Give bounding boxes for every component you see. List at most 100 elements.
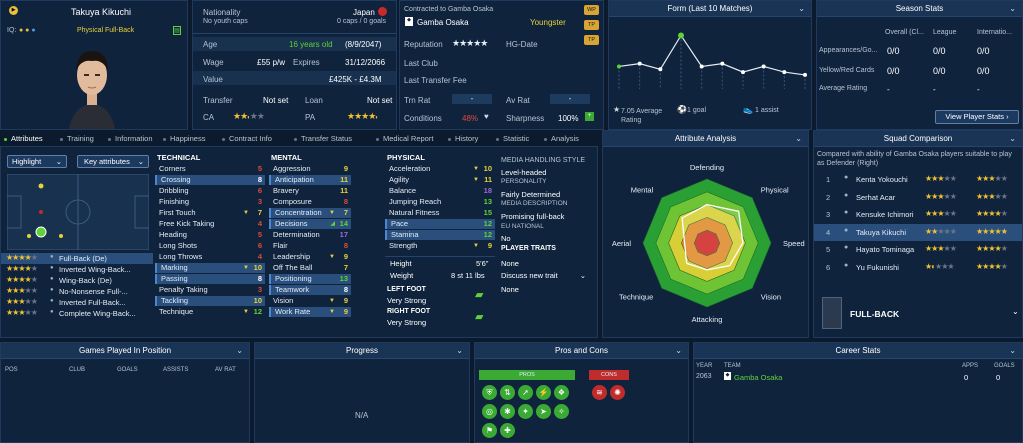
analysis-header[interactable]: Attribute Analysis ⌄ — [603, 131, 808, 147]
attribute-row[interactable]: Natural Fitness 15 — [385, 208, 495, 218]
view-player-stats-button[interactable]: View Player Stats › — [935, 110, 1019, 124]
pro-strength-icon[interactable]: ✦ — [518, 404, 533, 419]
attribute-row[interactable]: Strength ▼ 9 — [385, 241, 495, 251]
squad-row[interactable]: 5 ● Hayato Tominaga ★★★★★ ★★★★★ — [814, 241, 1022, 258]
chevron-down-icon[interactable]: ⌄ — [798, 4, 805, 13]
attribute-row[interactable]: Corners 5 — [155, 164, 265, 174]
attribute-row[interactable]: Decisions ◢ 14 — [269, 219, 351, 229]
chevron-down-icon[interactable]: ⌄ — [1009, 4, 1016, 13]
attribute-row[interactable]: Positioning 13 — [269, 274, 351, 284]
highlight-dropdown[interactable]: Highlight ⌄ — [7, 155, 67, 168]
position-row[interactable]: ★★★★★ ● Inverted Wing-Back... — [1, 264, 153, 275]
discuss-trait-dropdown[interactable]: Discuss new trait ⌄ — [501, 271, 586, 280]
clipboard-icon[interactable]: ▤ — [173, 26, 181, 35]
chevron-down-icon[interactable]: ⌄ — [236, 346, 243, 355]
position-row[interactable]: ★★★★★ ● Full-Back (De) — [1, 253, 153, 264]
squad-row[interactable]: 3 ● Kensuke Ichimori ★★★★★ ★★★★★ — [814, 206, 1022, 223]
tab-analysis[interactable]: Analysis — [544, 134, 579, 143]
tab-transfer-status[interactable]: Transfer Status — [294, 134, 352, 143]
pro-pace-icon[interactable]: ➤ — [536, 404, 551, 419]
position-row[interactable]: ★★★★★ ● Complete Wing-Back... — [1, 308, 153, 319]
attribute-row[interactable]: Technique ▼ 12 — [155, 307, 265, 317]
tab-attributes[interactable]: Attributes — [4, 134, 43, 143]
form-header[interactable]: Form (Last 10 Matches) ⌄ — [609, 1, 811, 17]
tab-information[interactable]: Information — [108, 134, 153, 143]
attribute-row[interactable]: Penalty Taking 3 — [155, 285, 265, 295]
games-header[interactable]: Games Played In Position ⌄ — [1, 343, 249, 359]
chevron-down-icon[interactable]: ⌄ — [1009, 134, 1016, 143]
pro-focus-icon[interactable]: ◎ — [482, 404, 497, 419]
squad-header[interactable]: Squad Comparison ⌄ — [814, 131, 1022, 147]
squad-row[interactable]: 6 ● Yu Fukunishi ★◐★★★ ★★★★★ — [814, 259, 1022, 276]
attribute-row[interactable]: Anticipation 11 — [269, 175, 351, 185]
position-row[interactable]: ★★★★★ ● Inverted Full-Back... — [1, 297, 153, 308]
season-header[interactable]: Season Stats ⌄ — [817, 1, 1022, 17]
chevron-down-icon[interactable]: ⌄ — [1009, 346, 1016, 355]
attribute-row[interactable]: Heading 5 — [155, 230, 265, 240]
attribute-row[interactable]: Stamina 12 — [385, 230, 495, 240]
con-setpiece-icon[interactable]: ✺ — [610, 385, 625, 400]
attribute-row[interactable]: Off The Ball 7 — [269, 263, 351, 273]
attribute-row[interactable]: Pace 12 — [385, 219, 495, 229]
attribute-row[interactable]: Finishing 3 — [155, 197, 265, 207]
star-player-icon[interactable]: ▶ — [9, 6, 18, 15]
pro-team-icon[interactable]: ✚ — [500, 423, 515, 438]
attribute-row[interactable]: Crossing 8 — [155, 175, 265, 185]
position-row[interactable]: ★★★★★ ● Wing-Back (De) — [1, 275, 153, 286]
attribute-row[interactable]: Aggression 9 — [269, 164, 351, 174]
attribute-row[interactable]: Agility ▼ 11 — [385, 175, 495, 185]
chevron-down-icon[interactable]: ⌄ — [456, 346, 463, 355]
tab-history[interactable]: History — [448, 134, 478, 143]
progress-header[interactable]: Progress ⌄ — [255, 343, 469, 359]
pros-cons-header[interactable]: Pros and Cons ⌄ — [475, 343, 688, 359]
attribute-value: 11 — [340, 186, 348, 195]
con-finishing-icon[interactable]: ≋ — [592, 385, 607, 400]
pro-tackle-icon[interactable]: ⚑ — [482, 423, 497, 438]
attribute-row[interactable]: Vision ▼ 9 — [269, 296, 351, 306]
attribute-row[interactable]: Acceleration ▼ 10 — [385, 164, 495, 174]
attribute-row[interactable]: Determination 17 — [269, 230, 351, 240]
attribute-row[interactable]: Bravery 11 — [269, 186, 351, 196]
attribute-row[interactable]: Free Kick Taking 4 — [155, 219, 265, 229]
key-attributes-dropdown[interactable]: Key attributes ⌄ — [77, 155, 149, 168]
career-header[interactable]: Career Stats ⌄ — [694, 343, 1022, 359]
pro-passing-icon[interactable]: ➚ — [518, 385, 533, 400]
pro-defending-icon[interactable]: ⛨ — [482, 385, 497, 400]
chevron-down-icon[interactable]: ⌄ — [675, 346, 682, 355]
attribute-row[interactable]: Balance 18 — [385, 186, 495, 196]
attribute-row[interactable]: Jumping Reach 13 — [385, 197, 495, 207]
attribute-row[interactable]: Flair 8 — [269, 241, 351, 251]
attribute-row[interactable]: Leadership ▼ 9 — [269, 252, 351, 262]
attribute-row[interactable]: Marking ▼ 10 — [155, 263, 265, 273]
tab-happiness[interactable]: Happiness — [163, 134, 205, 143]
position-row[interactable]: ★★★★★ ● No-Nonsense Full-... — [1, 286, 153, 297]
pro-agility-icon[interactable]: ✧ — [554, 404, 569, 419]
badge-tp-icon: TP — [584, 20, 599, 30]
tab-medical-report[interactable]: Medical Report — [376, 134, 433, 143]
pro-running-icon[interactable]: ⚡ — [536, 385, 551, 400]
attribute-row[interactable]: Concentration ▼ 7 — [269, 208, 351, 218]
attribute-row[interactable]: Long Shots 6 — [155, 241, 265, 251]
highlight-label: Highlight — [12, 157, 42, 166]
squad-row[interactable]: 1 ● Kenta Yokouchi ★★★★★ ★★★★★ — [814, 171, 1022, 188]
attribute-row[interactable]: Teamwork 8 — [269, 285, 351, 295]
attribute-row[interactable]: Dribbling 6 — [155, 186, 265, 196]
chevron-down-icon[interactable]: ⌄ — [795, 134, 802, 143]
squad-row[interactable]: 2 ● Serhat Acar ★★★★★ ★★★★★ — [814, 189, 1022, 206]
attribute-row[interactable]: Work Rate ▼ 9 — [269, 307, 351, 317]
pro-stamina-icon[interactable]: ❖ — [554, 385, 569, 400]
pro-aerial-icon[interactable]: ⇅ — [500, 385, 515, 400]
chevron-down-icon[interactable]: ⌄ — [1012, 307, 1019, 316]
attribute-row[interactable]: Long Throws 4 — [155, 252, 265, 262]
tab-contract-info[interactable]: Contract Info — [222, 134, 272, 143]
attribute-row[interactable]: Composure 8 — [269, 197, 351, 207]
pro-physical-icon[interactable]: ✱ — [500, 404, 515, 419]
tab-statistic[interactable]: Statistic — [496, 134, 529, 143]
career-team[interactable]: Gamba Osaka — [734, 373, 783, 382]
squad-row[interactable]: 4 ● Takuya Kikuchi ★★★★★ ★★★★★ — [814, 223, 1022, 241]
attribute-row[interactable]: First Touch ▼ 7 — [155, 208, 265, 218]
tab-training[interactable]: Training — [60, 134, 94, 143]
attribute-row[interactable]: Passing 8 — [155, 274, 265, 284]
contract-club[interactable]: Gamba Osaka — [417, 18, 469, 27]
attribute-row[interactable]: Tackling 10 — [155, 296, 265, 306]
